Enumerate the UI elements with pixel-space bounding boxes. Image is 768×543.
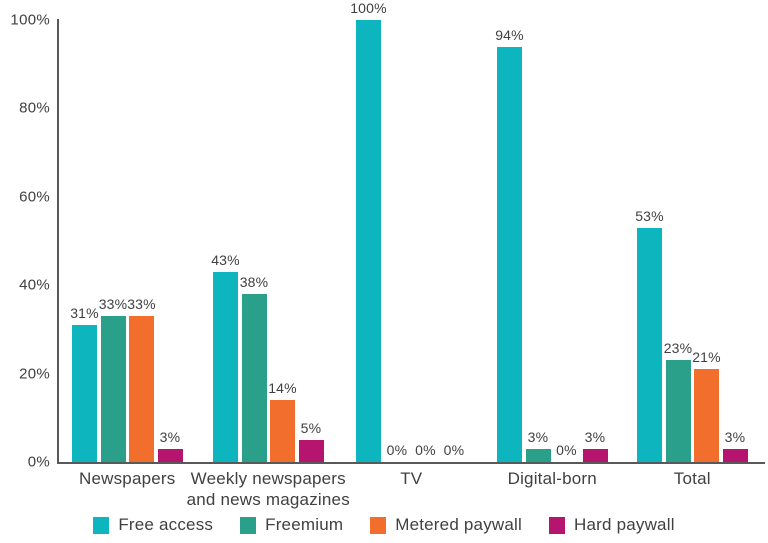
y-tick-label-0: 0% [27, 453, 50, 471]
bar-value-label-free-access-total: 53% [635, 208, 664, 224]
bar-value-label-freemium-weekly-newspapers-and-news-magazines: 38% [239, 274, 269, 290]
bar-value-label-metered-paywall-weekly-newspapers-and-news-magazines: 14% [268, 380, 297, 396]
y-tick-label-40: 40% [19, 276, 50, 294]
bar-value-label-hard-paywall-digital-born: 3% [584, 429, 606, 445]
x-axis-line [57, 462, 765, 464]
bar-value-label-hard-paywall-newspapers: 3% [159, 429, 181, 445]
legend-swatch-free-access [93, 516, 110, 534]
x-category-label-tv: TV [400, 469, 423, 488]
legend-item-freemium: Freemium [240, 515, 343, 535]
y-tick-label-100: 100% [10, 11, 50, 29]
y-tick-label-20: 20% [19, 365, 50, 383]
bar-value-label-metered-paywall-newspapers: 33% [127, 296, 156, 312]
y-axis-line [57, 19, 59, 464]
bar-value-label-freemium-newspapers: 33% [98, 296, 128, 312]
bar-metered-paywall-total [694, 369, 719, 462]
legend-label-freemium: Freemium [265, 515, 344, 534]
legend-label-free-access: Free access [118, 515, 214, 534]
bar-hard-paywall-weekly-newspapers-and-news-magazines [298, 440, 324, 462]
bar-value-label-metered-paywall-digital-born: 0% [556, 442, 577, 458]
legend-swatch-metered-paywall [370, 516, 387, 534]
bar-free-access-newspapers [72, 325, 97, 462]
bar-free-access-tv [356, 20, 381, 462]
legend-label-hard-paywall: Hard paywall [574, 515, 675, 534]
bar-value-label-free-access-tv: 100% [350, 0, 387, 16]
bar-value-label-freemium-total: 23% [663, 340, 693, 356]
legend-swatch-freemium [240, 516, 257, 534]
bar-freemium-digital-born [525, 449, 551, 462]
bar-value-label-freemium-tv: 0% [386, 442, 408, 458]
legend-label-metered-paywall: Metered paywall [395, 515, 522, 534]
bar-metered-paywall-weekly-newspapers-and-news-magazines [270, 400, 295, 462]
bar-freemium-weekly-newspapers-and-news-magazines [241, 294, 267, 462]
y-tick-label-60: 60% [19, 188, 50, 206]
bar-value-label-free-access-newspapers: 31% [70, 305, 99, 321]
legend-swatch-hard-paywall [549, 516, 565, 534]
bar-free-access-weekly-newspapers-and-news-magazines [213, 272, 238, 462]
bar-hard-paywall-newspapers [157, 449, 183, 462]
bar-freemium-newspapers [100, 316, 126, 462]
bar-hard-paywall-total [722, 449, 748, 462]
bar-value-label-hard-paywall-tv: 0% [443, 442, 465, 458]
y-tick-label-80: 80% [19, 99, 50, 117]
bar-value-label-hard-paywall-total: 3% [724, 429, 746, 445]
legend: Free access Freemium Metered paywall Hard p… [0, 515, 768, 535]
x-category-label-weekly-newspapers-and-news-magazines: Weekly newspapers and news magazines [186, 469, 350, 510]
x-category-label-total: Total [673, 469, 711, 488]
x-category-label-newspapers: Newspapers [79, 469, 176, 488]
legend-item-metered-paywall: Metered paywall [370, 515, 522, 535]
bar-hard-paywall-digital-born [582, 449, 608, 462]
x-category-label-digital-born: Digital-born [507, 469, 597, 488]
bar-value-label-hard-paywall-weekly-newspapers-and-news-magazines: 5% [300, 420, 322, 436]
bar-free-access-digital-born [497, 47, 522, 462]
bar-value-label-free-access-digital-born: 94% [495, 27, 524, 43]
bar-freemium-total [665, 360, 691, 462]
bar-metered-paywall-newspapers [129, 316, 154, 462]
legend-item-free-access: Free access [93, 515, 213, 535]
bar-value-label-freemium-digital-born: 3% [527, 429, 549, 445]
bar-value-label-metered-paywall-total: 21% [692, 349, 721, 365]
bar-free-access-total [637, 228, 662, 462]
bar-value-label-free-access-weekly-newspapers-and-news-magazines: 43% [211, 252, 240, 268]
legend-item-hard-paywall: Hard paywall [549, 515, 675, 535]
bar-value-label-metered-paywall-tv: 0% [415, 442, 436, 458]
